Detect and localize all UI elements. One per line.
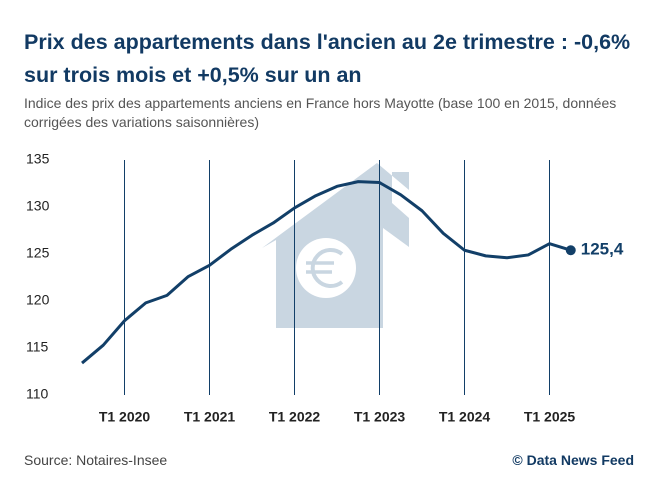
y-tick-label: 115 — [26, 339, 49, 355]
subtitle: Indice des prix des appartements anciens… — [24, 95, 617, 130]
data-line — [81, 180, 572, 365]
x-tick-label: T1 2025 — [524, 409, 576, 425]
source: Source: Notaires-Insee — [24, 452, 168, 468]
y-tick-label: 130 — [26, 198, 50, 214]
house-icon — [262, 163, 409, 328]
title: Prix des appartements dans l'ancien au 2… — [24, 30, 631, 87]
x-tick-label: T1 2020 — [99, 409, 151, 425]
x-tick-label: T1 2024 — [439, 409, 491, 425]
credit: © Data News Feed — [512, 452, 634, 468]
y-tick-label: 125 — [26, 245, 50, 261]
x-tick-label: T1 2022 — [269, 409, 321, 425]
y-tick-label: 120 — [26, 292, 50, 308]
y-tick-label: 110 — [26, 386, 49, 402]
end-marker — [565, 245, 576, 256]
x-tick-label: T1 2021 — [184, 409, 236, 425]
x-tick-label: T1 2023 — [354, 409, 406, 425]
y-tick-label: 135 — [26, 151, 50, 167]
value-label: 125,4 — [581, 240, 624, 259]
